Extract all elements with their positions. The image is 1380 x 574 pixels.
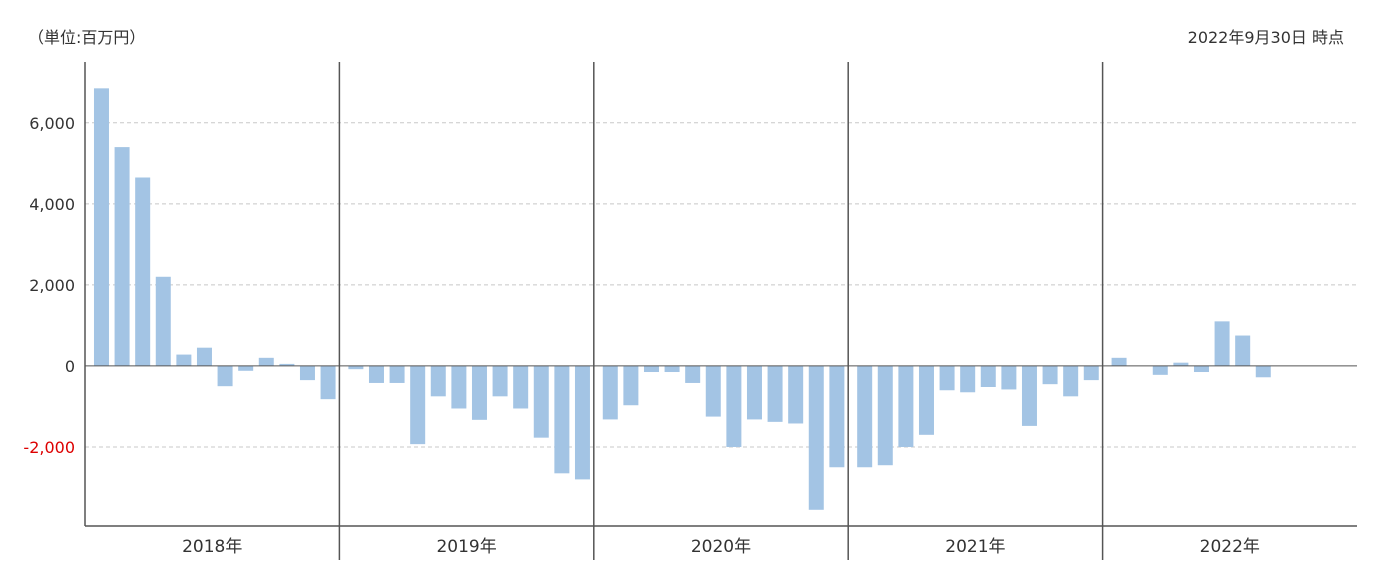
bar <box>114 147 130 366</box>
bar <box>217 365 233 387</box>
bar <box>430 365 446 397</box>
bar <box>1255 365 1271 378</box>
bar <box>176 354 192 366</box>
bars <box>93 88 1271 510</box>
bar <box>1063 365 1079 397</box>
bar <box>513 365 529 409</box>
bar <box>767 365 783 422</box>
as-of-date-label: 2022年9月30日 時点 <box>1187 28 1344 47</box>
bar <box>726 365 742 447</box>
bar <box>320 365 336 400</box>
bar <box>746 365 762 420</box>
bar <box>705 365 721 417</box>
gridlines <box>85 122 1357 448</box>
bar <box>1173 362 1189 366</box>
bar <box>980 365 996 388</box>
y-tick-label: 4,000 <box>29 195 75 214</box>
bar <box>1001 365 1017 390</box>
bar <box>1083 365 1099 381</box>
x-year-label: 2018年 <box>182 537 242 557</box>
bar <box>1214 321 1230 366</box>
bar <box>664 365 680 373</box>
bar <box>451 365 467 409</box>
labels: -2,000 0 2,000 4,000 6,000 2018年 2019年 2020年 202… <box>23 114 1260 557</box>
bar <box>258 357 274 366</box>
x-year-label: 2019年 <box>436 537 496 557</box>
axes <box>84 62 1357 560</box>
bar <box>1111 357 1127 366</box>
bar <box>1235 335 1251 366</box>
bar <box>788 365 804 424</box>
bar <box>898 365 914 447</box>
bar <box>623 365 639 406</box>
bar <box>574 365 590 480</box>
y-tick-label: 0 <box>65 357 75 376</box>
bar <box>471 365 487 420</box>
x-year-label: 2022年 <box>1200 537 1260 557</box>
bar <box>93 88 109 366</box>
bar <box>1042 365 1058 385</box>
bar <box>918 365 934 435</box>
bar <box>643 365 659 373</box>
bar <box>135 177 151 366</box>
bar <box>939 365 955 391</box>
bar <box>829 365 845 468</box>
bar <box>960 365 976 393</box>
unit-label: （単位:百万円） <box>28 28 146 47</box>
bar <box>1152 365 1168 375</box>
bar <box>196 347 212 366</box>
bar <box>1021 365 1037 426</box>
bar <box>492 365 508 397</box>
bar <box>238 365 254 371</box>
bar <box>685 365 701 383</box>
y-tick-label: -2,000 <box>23 438 75 457</box>
bar <box>155 276 171 366</box>
bar <box>348 365 364 370</box>
bar <box>1193 365 1209 373</box>
bar <box>410 365 426 445</box>
bar <box>857 365 873 468</box>
x-year-label: 2021年 <box>945 537 1005 557</box>
bar <box>808 365 824 510</box>
bar <box>602 365 618 420</box>
x-year-label: 2020年 <box>691 537 751 557</box>
bar <box>368 365 384 383</box>
bar <box>389 365 405 383</box>
bar <box>877 365 893 466</box>
y-tick-label: 2,000 <box>29 276 75 295</box>
bar <box>299 365 315 381</box>
bar <box>533 365 549 438</box>
bar <box>554 365 570 474</box>
y-tick-label: 6,000 <box>29 114 75 133</box>
bar <box>279 363 295 366</box>
